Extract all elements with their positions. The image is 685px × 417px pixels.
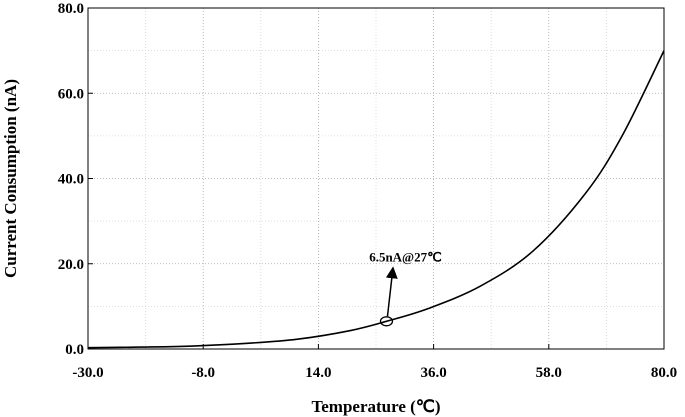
x-tick-label: -8.0 (191, 365, 215, 381)
x-tick-label: 14.0 (305, 365, 331, 381)
annotation-arrow (385, 266, 398, 317)
x-tick-label: 58.0 (536, 365, 562, 381)
annotation-point-marker (379, 316, 394, 327)
axis-ticks: -30.0 -8.0 14.0 36.0 58.0 80.0 0.0 20.0 40.0 60.0… (58, 1, 677, 381)
annotations: 6.5nA@27℃ (369, 249, 442, 327)
y-axis-label: Current Consumption (nA) (1, 79, 20, 278)
y-tick-label: 0.0 (65, 342, 84, 358)
y-tick-label: 60.0 (58, 86, 84, 102)
y-tick-label: 80.0 (58, 1, 84, 17)
x-tick-label: -30.0 (72, 365, 103, 381)
y-tick-label: 40.0 (58, 172, 84, 188)
series-line (87, 50, 665, 349)
x-axis-label: Temperature (℃) (311, 397, 440, 416)
series-group (87, 50, 665, 349)
annotation-label: 6.5nA@27℃ (369, 249, 442, 264)
y-tick-label: 20.0 (58, 257, 84, 273)
x-tick-label: 36.0 (420, 365, 446, 381)
x-tick-label: 80.0 (651, 365, 677, 381)
grid (87, 7, 665, 350)
